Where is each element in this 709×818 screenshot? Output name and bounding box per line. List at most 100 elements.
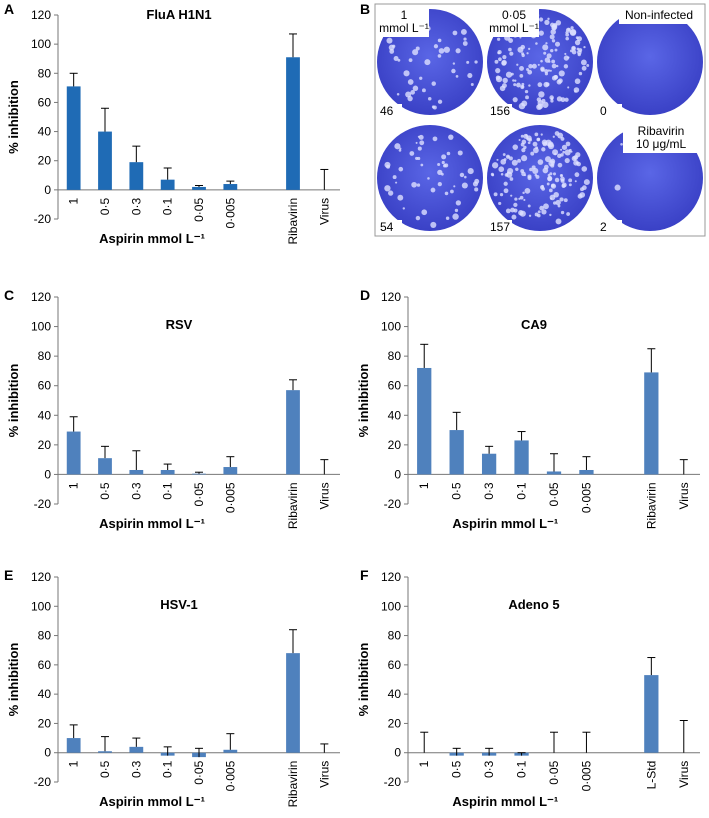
plaque	[542, 44, 549, 51]
plaque	[402, 207, 405, 210]
panel-letter: C	[4, 287, 14, 303]
plaque	[386, 37, 393, 44]
plaque	[493, 192, 498, 197]
plaque	[564, 158, 570, 164]
plaque	[581, 65, 587, 71]
plaque	[418, 134, 424, 140]
plaque	[551, 39, 556, 43]
plaque	[512, 97, 518, 103]
plaque	[561, 183, 566, 188]
plaque	[549, 34, 555, 40]
plaque	[424, 59, 431, 66]
plaque	[412, 85, 419, 92]
plaque	[441, 160, 445, 165]
plaque	[574, 180, 577, 183]
x-axis-label: Aspirin mmol L⁻¹	[99, 794, 205, 809]
plaque	[499, 85, 506, 92]
x-tick-label: 0·1	[515, 760, 529, 778]
plaque	[548, 60, 551, 63]
plaque	[392, 175, 397, 180]
plaque	[521, 100, 528, 107]
error-bar	[226, 180, 235, 185]
plaque	[524, 187, 531, 194]
plaque	[419, 76, 423, 80]
plaque	[548, 188, 553, 193]
well-label: 0·05 mmol L⁻¹	[489, 8, 539, 35]
bar	[129, 746, 144, 753]
bar	[160, 469, 175, 475]
plaque	[496, 158, 499, 161]
plaque	[550, 29, 556, 35]
plaque	[581, 166, 588, 172]
plaque	[531, 165, 536, 170]
y-tick-label: 20	[38, 716, 52, 730]
plaque	[474, 187, 479, 192]
well-label-line: mmol L⁻¹	[489, 21, 539, 35]
plaque	[498, 166, 505, 173]
panel-letter: F	[360, 567, 369, 583]
plaque	[583, 179, 590, 186]
error-bar	[101, 736, 109, 752]
plaque	[526, 52, 529, 55]
x-tick-label: 0·3	[482, 482, 496, 500]
error-bar	[485, 445, 494, 454]
y-tick-label: 0	[394, 746, 401, 760]
plaque	[563, 64, 569, 69]
plaque	[412, 49, 419, 56]
plaque	[560, 210, 565, 215]
plaque	[551, 63, 557, 69]
x-tick-label: 1	[67, 198, 81, 205]
y-tick-label: 0	[44, 467, 51, 481]
bar	[66, 738, 81, 753]
x-tick-label: 0·05	[547, 482, 561, 506]
bar	[66, 86, 81, 190]
plaque	[452, 213, 459, 220]
plaque	[534, 173, 538, 177]
plaque	[496, 37, 501, 41]
error-bar	[289, 379, 297, 391]
plaque	[384, 185, 391, 192]
plaque	[508, 38, 514, 43]
plaque-count: 0	[600, 104, 607, 118]
error-bar	[195, 747, 203, 758]
plaque	[502, 54, 507, 60]
well-label-box	[379, 7, 429, 37]
y-tick-label: 80	[388, 629, 402, 643]
plaque	[532, 141, 538, 147]
y-tick-label: 0	[44, 746, 51, 760]
plaque	[499, 193, 504, 197]
y-tick-label: 100	[31, 37, 51, 51]
error-bar	[226, 733, 235, 750]
plaque	[541, 187, 545, 191]
plaque	[560, 97, 566, 103]
plaque	[563, 55, 569, 61]
y-tick-label: 100	[31, 320, 51, 334]
well-label: Non-infected	[625, 8, 693, 22]
plaque	[540, 66, 545, 72]
y-axis-label: % inhibition	[356, 643, 371, 717]
error-bar	[132, 737, 141, 747]
y-tick-label: 120	[31, 570, 51, 584]
bar	[98, 131, 112, 190]
plaque	[455, 75, 459, 78]
plaque	[532, 167, 539, 175]
y-tick-label: 20	[38, 438, 52, 452]
plaque	[430, 187, 436, 193]
plaque	[558, 70, 565, 77]
plaque	[531, 63, 537, 69]
y-tick-label: 40	[38, 687, 52, 701]
plaque	[562, 150, 566, 154]
plaque	[557, 153, 562, 159]
plaque	[396, 93, 400, 96]
error-bar	[289, 33, 297, 58]
plaque	[574, 78, 581, 85]
error-bar	[132, 450, 141, 470]
plaque	[437, 162, 441, 167]
y-tick-label: 80	[38, 66, 52, 80]
plaque	[567, 28, 571, 32]
plaque	[524, 89, 529, 94]
plaque	[398, 149, 402, 152]
plaque	[518, 138, 521, 141]
plaque	[516, 82, 521, 88]
plaque	[575, 152, 581, 158]
